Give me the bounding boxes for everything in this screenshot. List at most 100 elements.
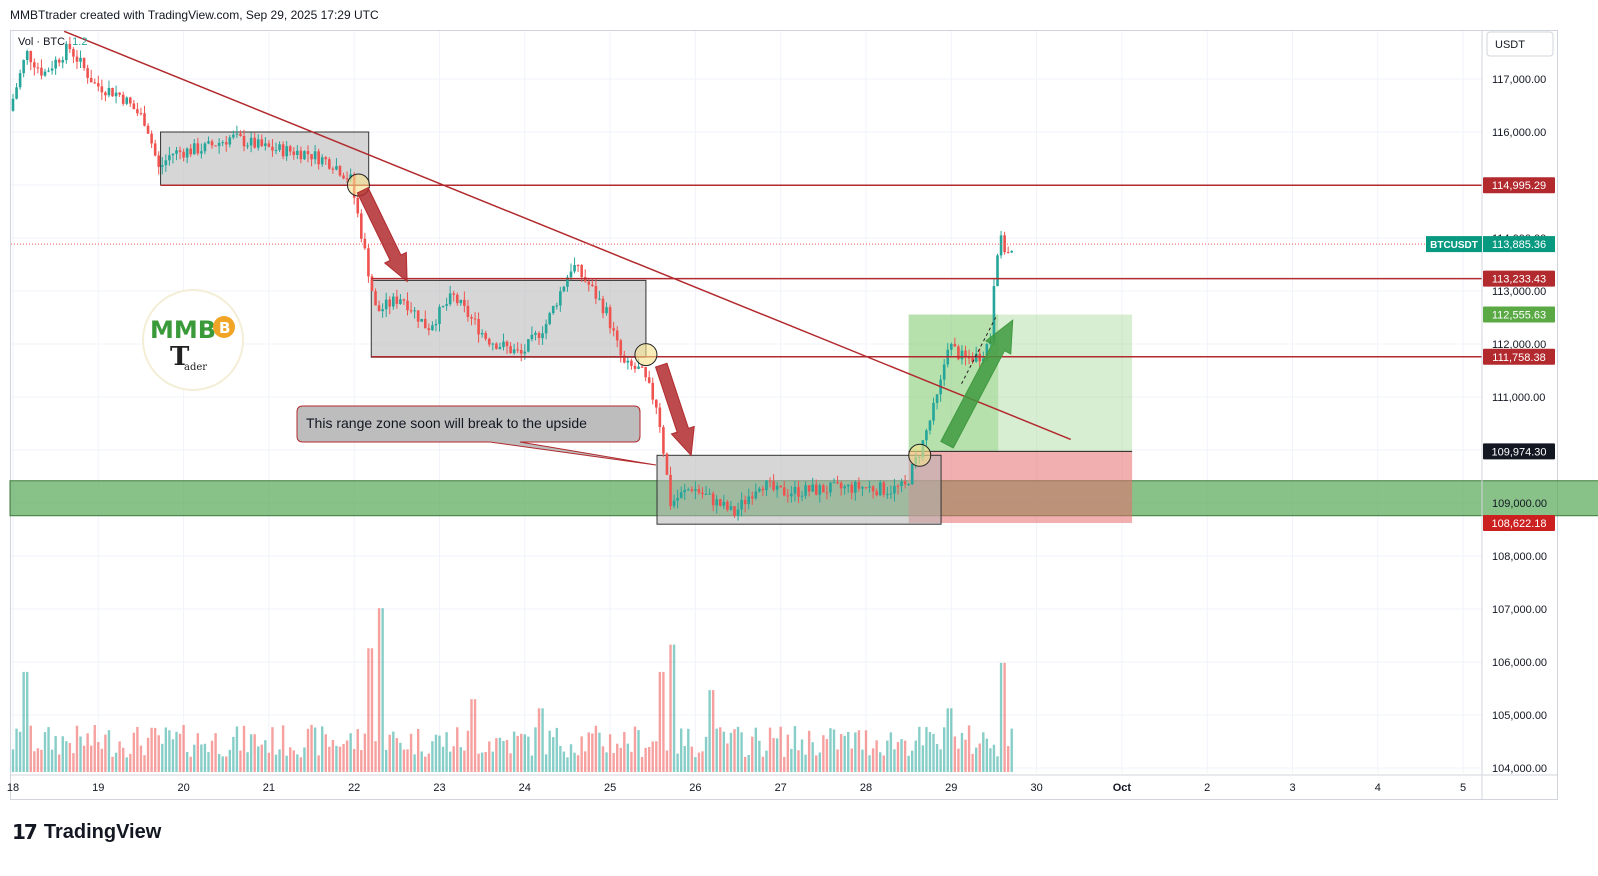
volume-bar — [207, 752, 210, 772]
candle-body — [356, 197, 360, 214]
volume-bar — [736, 726, 740, 772]
candle-body — [15, 87, 18, 99]
candle-body — [932, 402, 935, 421]
tradingview-logo[interactable]: 17 TradingView — [12, 820, 161, 844]
volume-bar — [914, 740, 917, 772]
candle-body — [519, 350, 523, 354]
volume-bar — [623, 731, 626, 772]
volume-bar — [882, 755, 885, 772]
price-level-label: 111,758.38 — [1492, 352, 1545, 364]
candle-body — [253, 137, 256, 148]
volume-bar — [317, 755, 320, 772]
volume-bar — [946, 708, 949, 772]
candle-body — [555, 305, 559, 307]
volume-bar — [189, 756, 192, 772]
x-tick-label: 23 — [433, 782, 445, 794]
candle-body — [882, 482, 886, 495]
candle-body — [814, 484, 818, 495]
x-tick-label: 22 — [348, 782, 360, 794]
volume-bar — [427, 753, 431, 772]
volume-bar — [640, 756, 644, 772]
candle-body — [964, 350, 967, 358]
candle-body — [640, 366, 644, 368]
annotation-callout[interactable]: This range zone soon will break to the u… — [296, 405, 657, 466]
volume-bar — [679, 728, 683, 772]
candle-body — [271, 146, 274, 151]
volume-bar — [854, 732, 857, 772]
candle-body — [150, 133, 153, 144]
candle-body — [704, 493, 708, 495]
candle-body — [790, 493, 793, 497]
volume-bar — [889, 732, 893, 772]
volume-bar — [779, 726, 782, 772]
candle-body — [811, 484, 814, 492]
candle-body — [406, 300, 409, 311]
volume-bar — [424, 756, 427, 772]
volume-bar — [523, 734, 526, 772]
volume-bar — [459, 747, 463, 772]
volume-bar — [480, 752, 484, 772]
volume-bar — [210, 740, 214, 772]
candle-body — [57, 59, 61, 63]
volume-bar — [555, 727, 558, 772]
volume-bar — [82, 745, 86, 772]
candle-body — [551, 305, 555, 314]
x-tick-label: 4 — [1375, 782, 1381, 794]
candle-body — [395, 296, 399, 304]
volume-bar — [381, 608, 384, 772]
candle-body — [651, 382, 655, 400]
candle-body — [214, 145, 217, 147]
candle-body — [136, 109, 139, 114]
volume-bar — [491, 751, 495, 772]
volume-bar — [384, 749, 388, 772]
candle-body — [65, 43, 68, 61]
candle-body — [121, 94, 125, 104]
candle-body — [974, 353, 978, 362]
volume-bar — [274, 754, 278, 772]
chart-frame[interactable] — [10, 30, 1558, 800]
volume-bar — [488, 741, 491, 772]
volume-bar — [43, 732, 47, 772]
candle-body — [388, 299, 392, 307]
volume-bar — [569, 744, 573, 772]
candle-body — [242, 136, 246, 147]
current-price-label: 113,885.36 — [1492, 239, 1546, 251]
candle-body — [278, 144, 281, 150]
candle-body — [370, 276, 374, 292]
candle-body — [29, 51, 33, 63]
volume-bar — [637, 730, 640, 772]
x-tick-label: 18 — [7, 782, 19, 794]
candle-body — [18, 73, 22, 88]
candle-body — [594, 286, 598, 299]
volume-bar — [395, 738, 399, 772]
candle-body — [175, 150, 178, 154]
volume-bar — [253, 734, 256, 772]
candle-body — [925, 430, 928, 441]
volume-bar — [530, 755, 534, 772]
volume-bar — [662, 671, 665, 772]
volume-bar — [729, 732, 733, 772]
volume-bar — [306, 728, 310, 772]
range-box — [160, 131, 370, 186]
logo-t-glyph: T — [170, 342, 190, 372]
volume-bar — [242, 725, 246, 772]
candle-body — [615, 330, 619, 341]
candle-body — [505, 341, 509, 347]
volume-bar — [612, 753, 615, 772]
y-tick-label: 109,000.00 — [1492, 498, 1547, 510]
volume-bar — [584, 751, 587, 772]
volume-bar — [598, 732, 601, 772]
candle-body — [381, 309, 384, 312]
volume-bar — [687, 728, 690, 772]
candle-body — [384, 299, 388, 310]
volume-bar — [669, 644, 672, 772]
candle-body — [534, 332, 537, 335]
candle-body — [942, 364, 946, 380]
candle-body — [125, 97, 129, 104]
candle-body — [459, 299, 463, 304]
candle-body — [878, 482, 882, 496]
volume-bar — [349, 733, 352, 772]
volume-bar — [658, 671, 662, 772]
candle-body — [232, 134, 235, 138]
